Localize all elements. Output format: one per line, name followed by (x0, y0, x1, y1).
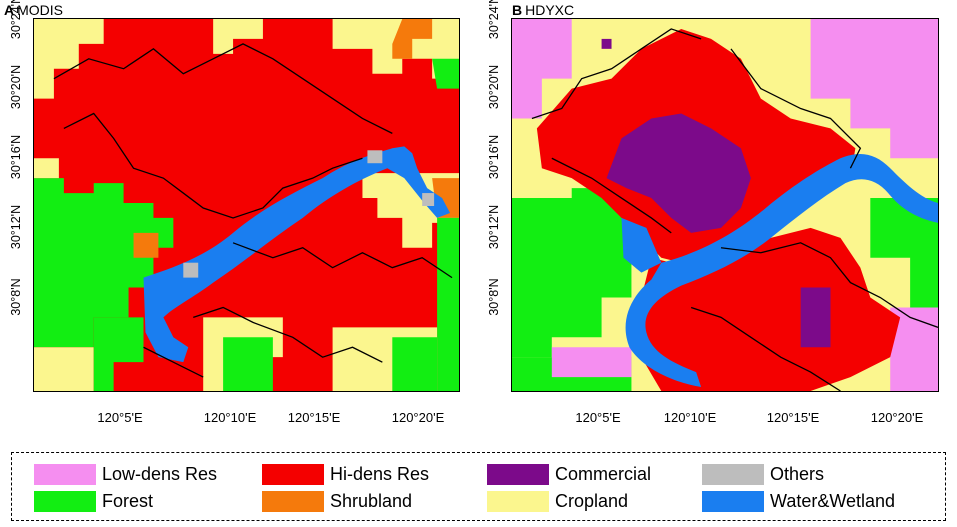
land-use-map-modis (33, 18, 460, 392)
legend-item-low-dens-res: Low-dens Res (34, 463, 217, 485)
x-tick-label: 120°5'E (97, 410, 143, 425)
legend-swatch (34, 490, 96, 512)
legend-label: Low-dens Res (102, 463, 218, 484)
y-tick-label: 30°16'N (487, 134, 501, 180)
x-tick-label: 120°10'E (203, 410, 257, 425)
legend-swatch (487, 490, 549, 512)
legend-swatch (262, 463, 324, 485)
y-tick-label: 30°24'N (487, 0, 501, 40)
x-tick-label: 120°20'E (391, 410, 445, 425)
y-tick-label: 30°20'N (9, 64, 23, 110)
legend-item-shrubland: Shrubland (262, 490, 412, 512)
legend-item-cropland: Cropland (487, 490, 628, 512)
legend-item-commercial: Commercial (487, 463, 651, 485)
legend-item-water-wetland: Water&Wetland (702, 490, 895, 512)
x-tick-label: 120°20'E (870, 410, 924, 425)
legend-label: Shrubland (330, 490, 413, 511)
legend-item-forest: Forest (34, 490, 153, 512)
panel-hdyxc: B HDYXC 30°24'N 30°20'N 30°16'N 30°12 (480, 0, 957, 440)
y-tick-label: 30°8'N (9, 278, 23, 316)
x-tick-label: 120°15'E (766, 410, 820, 425)
y-tick-label: 30°8'N (487, 278, 501, 316)
legend-item-hi-dens-res: Hi-dens Res (262, 463, 429, 485)
y-tick-label: 30°24'N (9, 0, 23, 40)
x-tick-label: 120°10'E (663, 410, 717, 425)
panel-title: B HDYXC (512, 2, 575, 18)
panel-title: A MODIS (4, 2, 64, 18)
legend-label: Water&Wetland (770, 490, 896, 511)
legend-label: Commercial (555, 463, 652, 484)
y-tick-label: 30°12'N (487, 204, 501, 250)
legend-label: Others (770, 463, 825, 484)
y-tick-label: 30°16'N (9, 134, 23, 180)
y-tick-label: 30°20'N (487, 64, 501, 110)
legend-swatch (487, 463, 549, 485)
land-use-map-hdyxc (511, 18, 939, 392)
legend-label: Hi-dens Res (330, 463, 430, 484)
x-tick-label: 120°5'E (575, 410, 621, 425)
legend: Low-dens Res Hi-dens Res Commercial Othe… (11, 452, 946, 521)
legend-swatch (702, 490, 764, 512)
legend-swatch (702, 463, 764, 485)
legend-swatch (34, 463, 96, 485)
legend-label: Forest (102, 490, 154, 511)
legend-swatch (262, 490, 324, 512)
panel-modis: A MODIS (0, 0, 478, 440)
x-tick-label: 120°15'E (287, 410, 341, 425)
legend-label: Cropland (555, 490, 629, 511)
y-tick-label: 30°12'N (9, 204, 23, 250)
legend-item-others: Others (702, 463, 824, 485)
